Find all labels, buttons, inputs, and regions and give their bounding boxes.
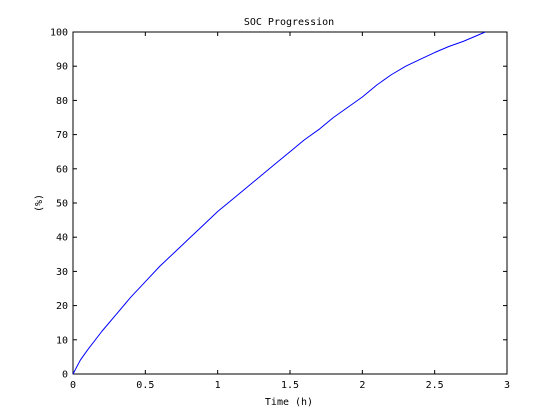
y-tick-label: 40 (56, 233, 68, 244)
y-tick-label: 10 (56, 335, 68, 346)
chart-title: SOC Progression (244, 17, 334, 28)
x-axis-ticks: 0 0.5 1 1.5 2 2.5 3 (70, 32, 510, 391)
y-tick-label: 20 (56, 301, 68, 312)
x-tick-label: 1 (215, 380, 221, 391)
x-tick-label: 2 (359, 380, 365, 391)
x-tick-label: 0.5 (136, 380, 154, 391)
y-tick-label: 0 (62, 370, 68, 381)
y-tick-label: 30 (56, 267, 68, 278)
plot-area (72, 31, 508, 375)
y-tick-label: 80 (56, 96, 68, 107)
x-tick-label: 2.5 (426, 380, 444, 391)
series-layer (72, 31, 486, 375)
x-tick-label: 1.5 (281, 380, 299, 391)
y-axis-ticks: 0 10 20 30 40 50 60 70 80 90 100 (50, 28, 507, 381)
soc-series-line (72, 31, 486, 375)
y-tick-label: 50 (56, 199, 68, 210)
x-axis-title: Time (h) (265, 397, 313, 408)
y-axis-title: (%) (34, 194, 45, 212)
y-tick-label: 90 (56, 62, 68, 73)
y-tick-label: 60 (56, 164, 68, 175)
y-tick-label: 100 (50, 28, 68, 39)
x-tick-label: 3 (504, 380, 510, 391)
y-tick-label: 70 (56, 130, 68, 141)
x-tick-label: 0 (70, 380, 76, 391)
